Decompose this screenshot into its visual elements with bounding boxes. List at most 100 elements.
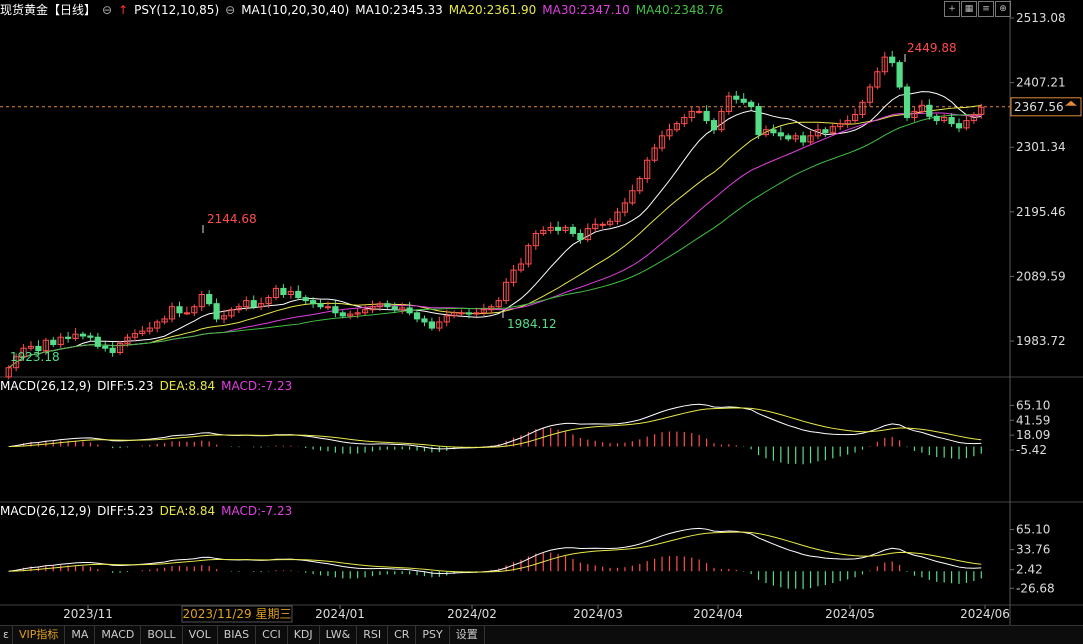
macd2-axis-label: 33.76 bbox=[1016, 543, 1050, 557]
candle-body bbox=[681, 117, 688, 125]
candle-body bbox=[592, 223, 599, 230]
tab-vol[interactable]: VOL bbox=[183, 626, 218, 644]
price-axis-label: 2089.59 bbox=[1016, 269, 1066, 283]
candle-body bbox=[324, 306, 332, 309]
candle-body bbox=[220, 315, 228, 320]
candle-body bbox=[770, 129, 777, 134]
ma10-label: MA10:2345.33 bbox=[355, 3, 443, 17]
tab-ma[interactable]: MA bbox=[65, 626, 96, 644]
candle-body bbox=[978, 106, 985, 115]
tab-psy[interactable]: PSY bbox=[416, 626, 450, 644]
grid-icon[interactable]: ▦ bbox=[961, 1, 977, 17]
macd1-axis-label: 18.09 bbox=[1016, 428, 1050, 442]
candle-body bbox=[339, 312, 346, 317]
candle-body bbox=[183, 312, 190, 315]
candle-body bbox=[302, 297, 309, 302]
tab-macd[interactable]: MACD bbox=[95, 626, 142, 644]
cross-icon[interactable]: + bbox=[944, 1, 960, 17]
candle-body bbox=[658, 135, 666, 149]
indicator-tabs: ε VIP指标 MA MACD BOLL VOL BIAS CCI KDJ LW… bbox=[0, 625, 1083, 644]
candle-body bbox=[807, 135, 814, 143]
candle-body bbox=[376, 303, 384, 308]
candle-body bbox=[310, 300, 317, 305]
candle-body bbox=[272, 287, 280, 299]
candle-body bbox=[785, 135, 792, 140]
candle-body bbox=[636, 178, 643, 192]
ma40-line bbox=[8, 113, 982, 369]
price-axis-label: 2195.46 bbox=[1016, 205, 1066, 219]
candle-body bbox=[762, 129, 770, 136]
candle-body bbox=[844, 120, 851, 125]
tab-cci[interactable]: CCI bbox=[256, 626, 288, 644]
candle-body bbox=[116, 342, 124, 353]
current-price-label: 2367.56 bbox=[1014, 100, 1064, 114]
candle-body bbox=[814, 129, 822, 137]
candle-body bbox=[748, 101, 755, 108]
macd2-axis-label: 2.42 bbox=[1016, 563, 1043, 577]
ma40-label: MA40:2348.76 bbox=[635, 3, 724, 17]
candle-body bbox=[258, 303, 265, 308]
macd1-label: MACD(26,12,9) bbox=[0, 379, 92, 393]
tab-kdj[interactable]: KDJ bbox=[288, 626, 320, 644]
candle-body bbox=[955, 123, 963, 129]
candle-body bbox=[131, 333, 139, 338]
candle-body bbox=[354, 312, 361, 315]
macd1-dea-line bbox=[8, 407, 982, 448]
candle-body bbox=[577, 232, 584, 241]
candle-body bbox=[562, 226, 569, 231]
candle-body bbox=[79, 333, 87, 337]
candle-body bbox=[725, 95, 732, 112]
candle-body bbox=[777, 132, 784, 137]
candle-body bbox=[532, 232, 539, 247]
zoom-icon[interactable]: ⊕ bbox=[995, 1, 1011, 17]
cursor-date-box bbox=[181, 605, 293, 623]
candle-body bbox=[206, 294, 213, 305]
tab-settings[interactable]: 设置 bbox=[450, 626, 485, 644]
tab-bias[interactable]: BIAS bbox=[218, 626, 257, 644]
candle-body bbox=[139, 330, 146, 335]
candle-body bbox=[881, 56, 888, 73]
candle-body bbox=[280, 287, 287, 296]
candle-body bbox=[421, 318, 428, 323]
candle-body bbox=[295, 290, 302, 299]
macd1-header: MACD(26,12,9) DIFF:5.23 DEA:8.84 MACD:-7.23 bbox=[0, 377, 298, 395]
cursor-date-label: 2023/11/29 星期三 bbox=[183, 607, 292, 621]
price-axis-label: 1983.72 bbox=[1016, 334, 1066, 348]
candle-body bbox=[651, 147, 658, 161]
candle-body bbox=[287, 290, 294, 296]
tab-vip[interactable]: VIP指标 bbox=[13, 626, 66, 644]
macd2-axis-label: -26.68 bbox=[1016, 581, 1055, 595]
tab-boll[interactable]: BOLL bbox=[141, 626, 183, 644]
price-axis-label: 2513.08 bbox=[1016, 11, 1066, 25]
tab-lw[interactable]: LW& bbox=[320, 626, 358, 644]
date-axis-label: 2024/06 bbox=[960, 607, 1010, 621]
candle-body bbox=[436, 321, 443, 329]
macd2-diff: DIFF:5.23 bbox=[97, 504, 154, 518]
annotation-high: 2449.88 bbox=[907, 41, 957, 55]
candle-body bbox=[27, 345, 35, 349]
minus-circle-icon[interactable]: ⊖ bbox=[225, 3, 236, 17]
date-axis-label: 2024/01 bbox=[315, 607, 365, 621]
tab-scroll-left[interactable]: ε bbox=[0, 626, 13, 644]
macd1-axis-label: 41.59 bbox=[1016, 413, 1050, 427]
tab-rsi[interactable]: RSI bbox=[357, 626, 389, 644]
candle-body bbox=[317, 303, 324, 308]
up-arrow-icon: ↑ bbox=[118, 3, 129, 17]
candle-body bbox=[911, 110, 918, 119]
candle-body bbox=[361, 309, 369, 314]
candle-body bbox=[458, 312, 465, 315]
candle-body bbox=[933, 115, 940, 122]
candle-body bbox=[569, 226, 577, 234]
minus-circle-icon[interactable]: ⊖ bbox=[102, 3, 113, 17]
annotation-low: 1923.18 bbox=[10, 350, 60, 364]
candle-body bbox=[228, 309, 235, 317]
candle-body bbox=[65, 336, 72, 339]
candle-body bbox=[599, 223, 606, 226]
candle-body bbox=[710, 120, 718, 131]
list-icon[interactable]: ≡ bbox=[978, 1, 994, 17]
tab-cr[interactable]: CR bbox=[388, 626, 417, 644]
candle-body bbox=[102, 345, 109, 349]
candle-body bbox=[621, 202, 629, 213]
candle-body bbox=[13, 356, 20, 369]
